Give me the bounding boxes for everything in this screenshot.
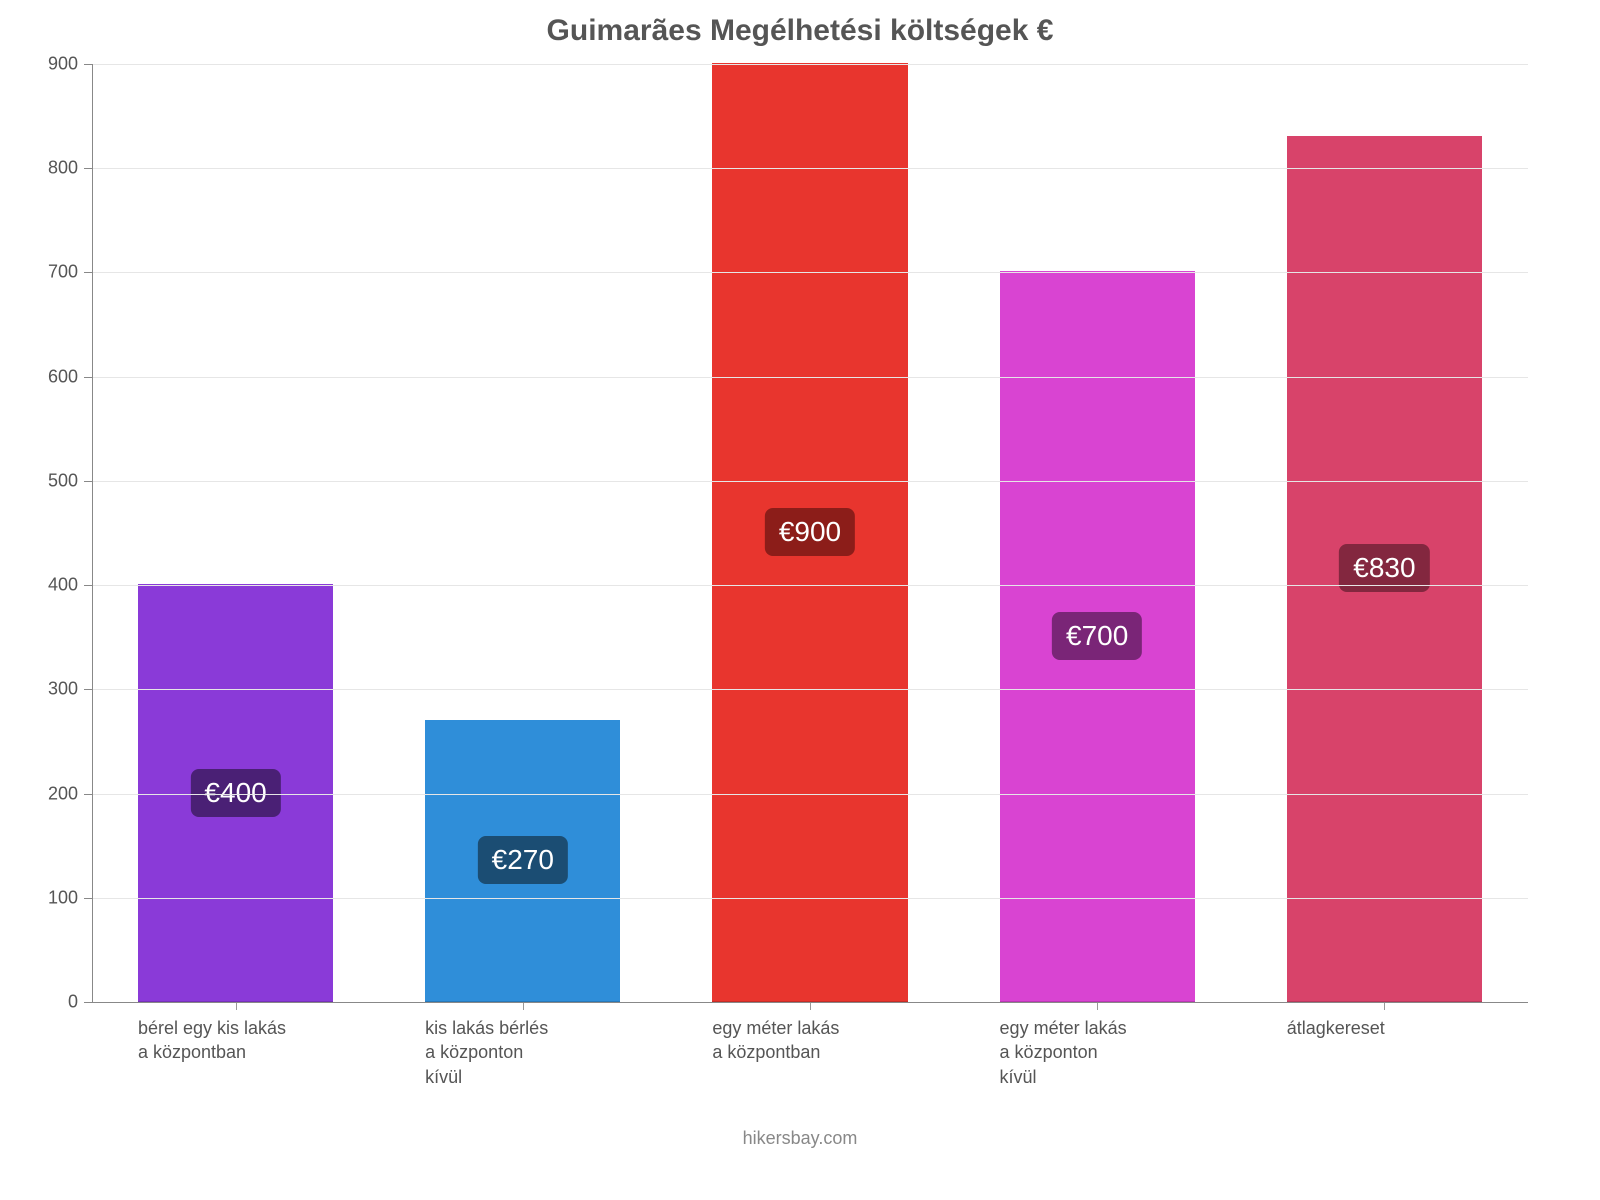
plot-area: €400€270€900€700€830 bérel egy kis lakás… xyxy=(92,64,1528,1002)
y-axis-line xyxy=(92,64,93,1003)
x-axis-label: kis lakás bérlés a központon kívül xyxy=(425,1016,548,1089)
y-tick-label: 500 xyxy=(48,470,92,491)
x-tick-mark xyxy=(810,1002,811,1010)
chart-title: Guimarães Megélhetési költségek € xyxy=(0,14,1600,48)
x-axis-label: átlagkereset xyxy=(1287,1016,1385,1040)
bar-value-badge: €900 xyxy=(765,508,855,556)
x-axis-label: egy méter lakás a központon kívül xyxy=(1000,1016,1127,1089)
y-tick-label: 200 xyxy=(48,783,92,804)
x-tick-mark xyxy=(236,1002,237,1010)
y-tick-label: 300 xyxy=(48,679,92,700)
grid-line xyxy=(92,272,1528,273)
bar-value-badge: €270 xyxy=(478,836,568,884)
y-tick-label: 0 xyxy=(68,992,92,1013)
x-axis-label: bérel egy kis lakás a központban xyxy=(138,1016,286,1065)
y-tick-label: 600 xyxy=(48,366,92,387)
x-tick-mark xyxy=(523,1002,524,1010)
grid-line xyxy=(92,168,1528,169)
bar: €700 xyxy=(1000,271,1195,1002)
bars-layer: €400€270€900€700€830 xyxy=(92,64,1528,1002)
grid-line xyxy=(92,377,1528,378)
bar: €830 xyxy=(1287,136,1482,1002)
bar: €900 xyxy=(712,63,907,1002)
y-tick-label: 800 xyxy=(48,158,92,179)
x-axis-label: egy méter lakás a központban xyxy=(712,1016,839,1065)
y-tick-label: 900 xyxy=(48,54,92,75)
grid-line xyxy=(92,689,1528,690)
bar: €270 xyxy=(425,720,620,1002)
x-tick-mark xyxy=(1384,1002,1385,1010)
bar-value-badge: €700 xyxy=(1052,612,1142,660)
grid-line xyxy=(92,481,1528,482)
grid-line xyxy=(92,64,1528,65)
y-tick-label: 700 xyxy=(48,262,92,283)
x-axis-line xyxy=(91,1002,1528,1003)
grid-line xyxy=(92,585,1528,586)
y-tick-label: 100 xyxy=(48,887,92,908)
chart-container: Guimarães Megélhetési költségek € €400€2… xyxy=(0,0,1600,1200)
chart-footer: hikersbay.com xyxy=(0,1128,1600,1149)
x-tick-mark xyxy=(1097,1002,1098,1010)
grid-line xyxy=(92,794,1528,795)
grid-line xyxy=(92,898,1528,899)
y-tick-label: 400 xyxy=(48,575,92,596)
